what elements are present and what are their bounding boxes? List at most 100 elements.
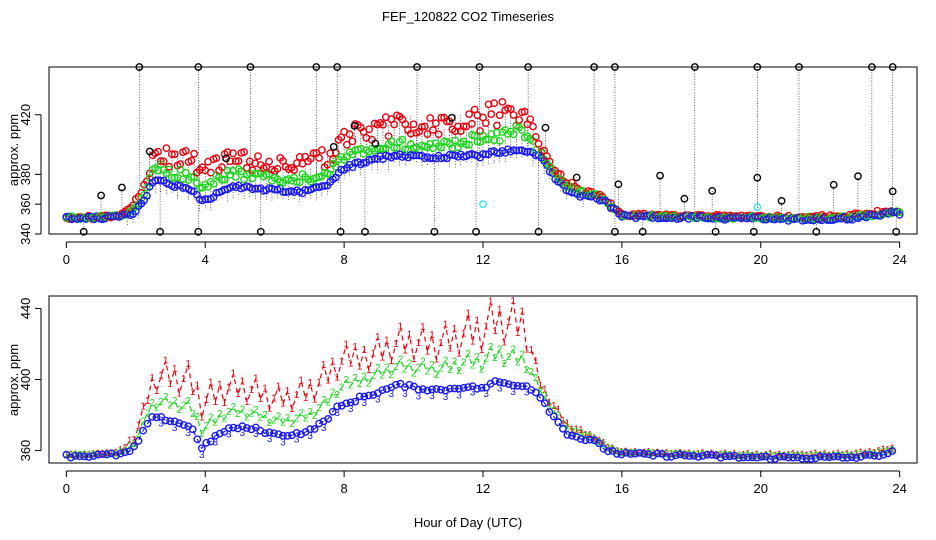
series-1-point: 1 [826,451,832,462]
series-3-point [423,386,432,395]
series-2-point: 2 [145,409,151,420]
series-3-point [306,425,314,434]
series-3-point [283,431,292,440]
series-1-point: 1 [438,338,444,349]
series-3-point [459,383,468,392]
series-1-point: 1 [795,450,801,461]
series-1-point: 1 [682,449,688,460]
series-2-point: 2 [691,450,697,461]
series-2-point: 2 [538,386,544,397]
series-2-point: 2 [231,402,237,413]
series-1-point [329,155,337,164]
series-2-point: 2 [483,354,489,365]
series-1-point [490,99,498,108]
series-2-point: 2 [578,428,584,439]
extreme-point [350,122,359,130]
series-1-point [345,130,354,139]
series-1-point: 1 [154,386,160,397]
series-1-point: 1 [538,381,544,392]
series-3-point [139,426,148,435]
series-2-point [376,144,385,153]
series-1-point: 1 [533,356,539,367]
series-2-point: 2 [140,416,146,427]
series-1-point [234,157,243,165]
series-2-point: 2 [628,448,634,459]
series-3-point [477,383,486,392]
series-1-point [556,170,565,179]
series-2-point: 2 [867,449,873,460]
series-3-point [568,431,576,440]
series-3-point [870,451,879,460]
series-1-point: 1 [285,386,291,397]
series-1-point: 1 [456,349,462,360]
series-3-point [522,382,531,390]
series-3-point [446,384,454,393]
series-3-point [581,436,590,445]
series-3-point [405,380,414,389]
series-3-point [816,452,824,461]
series-2-point: 2 [122,446,128,457]
series-3-point [414,385,423,394]
series-2-point: 2 [515,357,521,368]
series-3-point [689,451,698,460]
series-2-point: 2 [298,408,304,419]
series-2-point: 2 [176,405,182,416]
series-2-point: 2 [592,435,598,446]
series-1-point: 1 [641,448,647,459]
series-2-point: 2 [750,451,756,462]
series-1-point: 1 [100,449,106,460]
extreme-point [534,227,543,236]
series-3-point [346,398,355,407]
series-3-point [753,453,761,462]
series-3-point [310,425,319,433]
series-2-point [492,128,501,137]
series-1-point: 1 [231,369,237,380]
series-1-point: 1 [668,449,674,460]
series-2-point: 2 [375,363,381,374]
series-2-point [170,173,179,182]
series-2-point: 2 [835,450,841,461]
series-2-point: 2 [398,354,404,365]
series-1-point [437,113,446,122]
series-3-label: 3 [307,431,313,442]
series-2-point: 2 [434,370,440,381]
series-3-point [274,430,283,439]
series-3-point [328,407,337,416]
extreme-point [572,173,581,182]
series-2-point: 2 [190,409,196,420]
series-1-point: 1 [298,375,304,386]
series-1-point: 1 [443,320,449,331]
series-1-point [315,153,323,162]
series-2-point: 2 [271,416,277,427]
series-3-label: 3 [321,423,327,434]
series-1-point: 1 [262,384,268,395]
top-y-tick-label: 380 [18,164,33,186]
series-2-point: 2 [659,449,665,460]
series-1-point [265,157,273,166]
series-1-point: 1 [131,435,137,446]
series-1-point: 1 [136,421,142,432]
series-2-point: 2 [425,367,431,378]
series-1-point: 1 [339,356,345,367]
series-1-point: 1 [276,381,282,392]
series-1-point [426,114,435,122]
series-2-point: 2 [826,451,832,462]
series-3-point [730,451,739,460]
series-3-label: 3 [185,428,191,439]
extreme-point [590,63,598,71]
series-2-point [154,166,162,175]
series-2-point: 2 [465,349,471,360]
series-2-point: 2 [127,442,133,453]
series-2-point: 2 [718,450,724,461]
series-1-point: 1 [303,393,309,404]
series-1-point: 1 [393,339,399,350]
series-2-point: 2 [429,360,435,371]
top-x-tick-label: 8 [341,252,348,267]
series-2-point [167,173,176,182]
series-1-point [423,130,432,139]
series-2-point: 2 [416,363,422,374]
series-3-point [455,384,463,393]
series-1-point: 1 [375,332,381,343]
series-2-point: 2 [705,450,711,461]
series-2-point [392,144,401,153]
